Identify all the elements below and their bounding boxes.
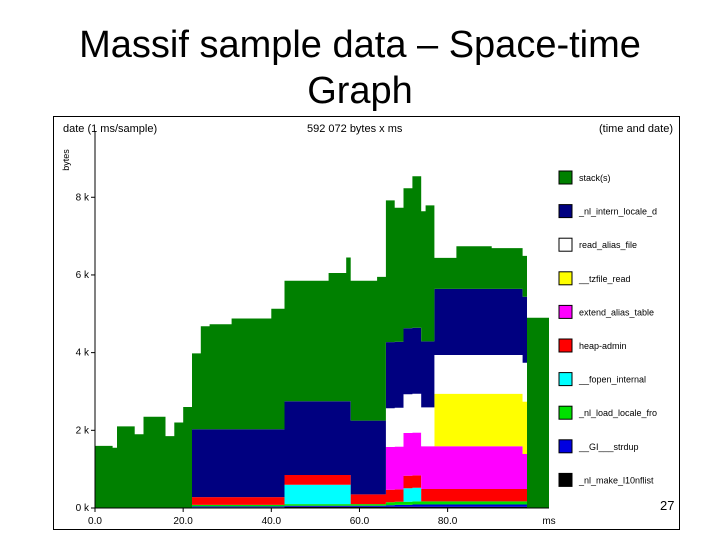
area-series-8	[95, 288, 549, 508]
legend-swatch	[558, 204, 573, 219]
legend-swatch	[558, 472, 573, 487]
legend-label: __GI___strdup	[578, 442, 639, 452]
area-series-1	[95, 504, 549, 508]
legend-label: __tzfile_read	[578, 274, 631, 284]
legend-swatch	[558, 304, 573, 319]
legend-label: _nl_load_locale_fro	[578, 408, 657, 418]
chart-header-left: date (1 ms/sample)	[63, 123, 158, 135]
legend-swatch	[558, 405, 573, 420]
y-tick-label: 6 k	[76, 270, 90, 281]
x-axis-unit-label: ms	[542, 516, 555, 527]
y-tick-label: 0 k	[76, 503, 90, 514]
slide-title: Massif sample data – Space-time Graph	[0, 22, 720, 114]
legend-label: stack(s)	[579, 173, 611, 183]
legend-label: _nl_make_l10nflist	[578, 475, 654, 485]
area-series-3	[95, 484, 549, 508]
slide-page-number: 27	[660, 498, 675, 513]
area-series-4	[95, 475, 549, 508]
area-series-9	[95, 176, 549, 509]
space-time-chart: 0 k 2 k 4 k 6 k 8 k 0.0 20.0 40.0 60.0 80.0 ms stac…	[76, 131, 657, 527]
legend-label: _nl_intern_locale_d	[578, 207, 657, 217]
legend-swatch	[558, 372, 573, 387]
y-tick-label: 2 k	[76, 425, 90, 436]
legend-swatch	[558, 271, 573, 286]
y-tick-label: 4 k	[76, 348, 90, 359]
y-tick-label: 8 k	[76, 192, 90, 203]
legend-label: heap-admin	[579, 341, 627, 351]
x-tick-label: 0.0	[88, 516, 102, 527]
area-series-5	[95, 432, 549, 508]
chart-header-right: (time and date)	[599, 123, 673, 135]
legend-label: extend_alias_table	[579, 307, 654, 317]
area-series-2	[95, 501, 549, 508]
chart-panel: date (1 ms/sample) 592 072 bytes x ms (t…	[53, 116, 680, 530]
legend-label: __fopen_internal	[578, 375, 646, 385]
legend-swatch	[558, 439, 573, 454]
legend-swatch	[558, 170, 573, 185]
area-series-7	[95, 355, 549, 508]
legend-swatch	[558, 237, 573, 252]
x-tick-label: 40.0	[262, 516, 282, 527]
slide-title-line1: Massif sample data – Space-time	[79, 24, 641, 66]
area-series-6	[95, 393, 549, 508]
legend-label: read_alias_file	[579, 240, 637, 250]
slide-title-line2: Graph	[307, 70, 413, 112]
x-tick-label: 20.0	[173, 516, 193, 527]
x-tick-label: 60.0	[350, 516, 370, 527]
x-tick-label: 80.0	[438, 516, 458, 527]
legend-swatch	[558, 338, 573, 353]
chart-header-center: 592 072 bytes x ms	[307, 123, 403, 135]
